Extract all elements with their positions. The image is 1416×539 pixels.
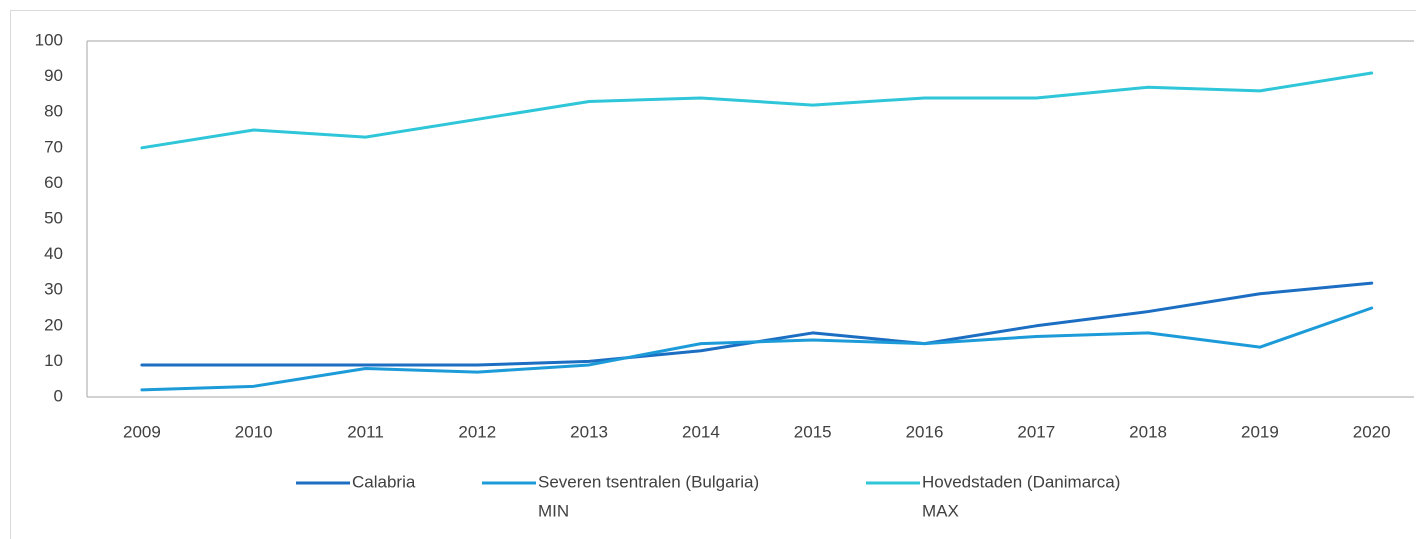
series-line: [140, 281, 1374, 367]
legend-label: Severen tsentralen (Bulgaria): [538, 472, 759, 491]
legend-note: MAX: [922, 501, 959, 520]
x-tick-label: 2014: [682, 422, 720, 441]
x-tick-label: 2010: [235, 422, 273, 441]
x-tick-label: 2016: [906, 422, 944, 441]
x-tick-label: 2018: [1129, 422, 1167, 441]
x-tick-label: 2019: [1241, 422, 1279, 441]
y-tick-label: 80: [44, 102, 63, 121]
y-tick-label: 20: [44, 315, 63, 334]
legend-label: Hovedstaden (Danimarca): [922, 472, 1120, 491]
x-tick-label: 2012: [458, 422, 496, 441]
x-tick-label: 2013: [570, 422, 608, 441]
y-tick-label: 0: [54, 386, 63, 405]
y-tick-label: 100: [35, 30, 63, 49]
y-tick-label: 60: [44, 173, 63, 192]
x-tick-label: 2020: [1353, 422, 1391, 441]
y-tick-label: 30: [44, 280, 63, 299]
legend-note: MIN: [538, 501, 569, 520]
legend-label: Calabria: [352, 472, 416, 491]
y-tick-label: 50: [44, 208, 63, 227]
y-tick-label: 10: [44, 351, 63, 370]
series-line: [140, 71, 1374, 150]
x-tick-label: 2015: [794, 422, 832, 441]
y-tick-label: 90: [44, 66, 63, 85]
chart-border: [10, 10, 1416, 539]
x-tick-label: 2009: [123, 422, 161, 441]
y-tick-label: 70: [44, 137, 63, 156]
series-line: [140, 306, 1374, 392]
x-tick-label: 2011: [347, 422, 384, 441]
y-tick-label: 40: [44, 244, 63, 263]
x-tick-label: 2017: [1017, 422, 1055, 441]
